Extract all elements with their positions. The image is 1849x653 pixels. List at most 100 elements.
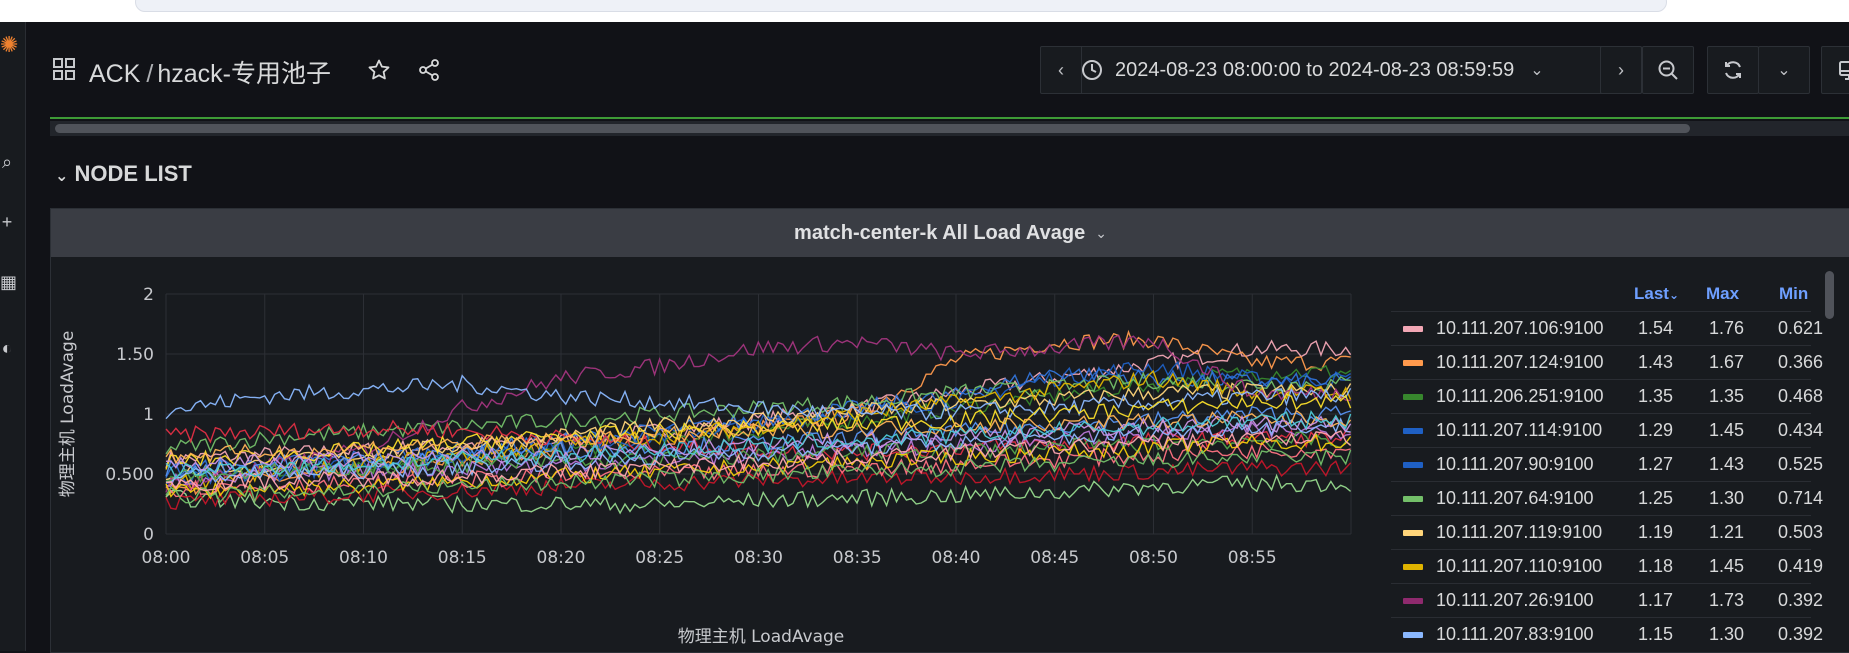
legend-max-value: 1.43 (1709, 454, 1744, 475)
time-range-progress (50, 117, 1849, 119)
legend-series-name: 10.111.207.26:9100 (1436, 590, 1593, 611)
refresh-interval-dropdown[interactable]: ⌄ (1758, 46, 1810, 94)
y-tick-label: 1.50 (116, 345, 154, 365)
x-axis-label: 物理主机 LoadAvage (678, 627, 845, 647)
legend-min-value: 0.525 (1778, 454, 1823, 475)
legend-header-last-label: Last (1634, 284, 1669, 303)
chevron-down-icon: ⌄ (55, 168, 68, 185)
y-axis-label: 物理主机 LoadAvage (58, 331, 78, 498)
series-color-swatch (1403, 394, 1423, 400)
legend-max-value: 1.67 (1709, 352, 1744, 373)
legend-last-value: 1.17 (1638, 590, 1673, 611)
legend-min-value: 0.714 (1778, 488, 1823, 509)
time-shift-back-button[interactable]: ‹ (1041, 47, 1082, 93)
chevron-down-icon: ⌄ (1777, 60, 1790, 80)
time-range-picker[interactable]: ‹ 2024-08-23 08:00:00 to 2024-08-23 08:5… (1040, 46, 1642, 94)
time-range-text: 2024-08-23 08:00:00 to 2024-08-23 08:59:… (1115, 59, 1514, 82)
x-tick-label: 08:40 (932, 548, 981, 568)
x-tick-label: 08:10 (339, 548, 388, 568)
legend-series-name: 10.111.207.83:9100 (1436, 624, 1593, 645)
legend-last-value: 1.35 (1638, 386, 1673, 407)
explore-icon[interactable]: ◐ (0, 338, 14, 359)
browser-address-bar (0, 0, 1849, 22)
series-color-swatch (1403, 632, 1423, 638)
legend-header-max[interactable]: Max (1706, 284, 1739, 304)
chevron-left-icon: ‹ (1058, 60, 1064, 81)
legend-series-name: 10.111.207.64:9100 (1436, 488, 1593, 509)
grafana-logo-icon[interactable]: ✺ (0, 32, 14, 58)
x-tick-label: 08:20 (537, 548, 586, 568)
legend-max-value: 1.45 (1709, 556, 1744, 577)
legend-header-min[interactable]: Min (1779, 284, 1808, 304)
share-icon[interactable] (417, 58, 441, 82)
time-shift-forward-button[interactable]: › (1600, 46, 1642, 94)
plus-icon[interactable]: + (0, 212, 14, 233)
breadcrumb: ACK/hzack-专用池子 (89, 54, 331, 90)
legend-max-value: 1.30 (1709, 624, 1744, 645)
legend-series-name: 10.111.207.90:9100 (1436, 454, 1593, 475)
side-menu: ✺ ⌕ + ▦ ◐ (0, 22, 26, 651)
y-tick-label: 2 (143, 285, 154, 305)
x-tick-label: 08:45 (1030, 548, 1079, 568)
horizontal-scrollbar[interactable] (50, 121, 1849, 136)
series-color-swatch (1403, 462, 1423, 468)
browser-url-field[interactable] (135, 0, 1667, 12)
clock-icon (1081, 59, 1103, 81)
sort-desc-icon: ⌄ (1669, 288, 1679, 302)
x-tick-label: 08:25 (635, 548, 684, 568)
series-color-swatch (1403, 428, 1423, 434)
legend-series-name: 10.111.206.251:9100 (1436, 386, 1604, 407)
refresh-button[interactable] (1707, 46, 1759, 94)
legend-min-value: 0.434 (1778, 420, 1823, 441)
legend-min-value: 0.468 (1778, 386, 1823, 407)
series-color-swatch (1403, 530, 1423, 536)
zoom-out-button[interactable] (1642, 46, 1694, 94)
x-tick-label: 08:00 (142, 548, 191, 568)
legend-scrollbar-thumb[interactable] (1825, 271, 1834, 319)
breadcrumb-separator: / (146, 60, 153, 88)
legend-max-value: 1.76 (1709, 318, 1744, 339)
dashboard-title[interactable]: hzack-专用池子 (157, 60, 331, 88)
legend-header-last[interactable]: Last⌄ (1634, 284, 1679, 304)
favorite-star-icon[interactable] (367, 58, 391, 82)
legend-last-value: 1.19 (1638, 522, 1673, 543)
legend-last-value: 1.54 (1638, 318, 1673, 339)
row-header-node-list[interactable]: ⌄ NODE LIST (55, 161, 192, 187)
breadcrumb-root[interactable]: ACK (89, 60, 140, 88)
legend-min-value: 0.392 (1778, 590, 1823, 611)
legend-series-name: 10.111.207.114:9100 (1436, 420, 1602, 441)
legend-series-name: 10.111.207.119:9100 (1436, 522, 1602, 543)
series-color-swatch (1403, 326, 1423, 332)
chevron-down-icon: ⌄ (1095, 225, 1107, 242)
legend-series-name: 10.111.207.110:9100 (1436, 556, 1602, 577)
search-icon[interactable]: ⌕ (0, 152, 14, 173)
y-tick-label: 1 (143, 405, 154, 425)
legend-max-value: 1.21 (1709, 522, 1744, 543)
legend-max-value: 1.35 (1709, 386, 1744, 407)
x-tick-label: 08:50 (1129, 548, 1178, 568)
panel-header[interactable]: match-center-k All Load Avage ⌄ (51, 209, 1849, 257)
tv-mode-button[interactable] (1821, 46, 1849, 94)
legend-max-value: 1.30 (1709, 488, 1744, 509)
panel-title[interactable]: match-center-k All Load Avage (794, 222, 1085, 245)
y-tick-label: 0 (143, 525, 154, 545)
scrollbar-thumb[interactable] (55, 124, 1690, 133)
dashboards-icon[interactable]: ▦ (0, 272, 14, 293)
dashboard-grid-icon[interactable] (53, 58, 75, 80)
legend-min-value: 0.419 (1778, 556, 1823, 577)
